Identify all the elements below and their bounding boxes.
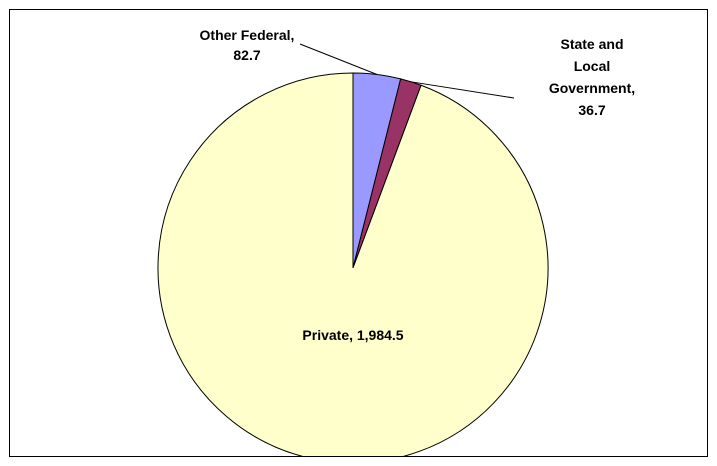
slice-label-line: 36.7 [578, 102, 605, 118]
chart-frame: Other Federal, 82.7 State and Local Governme… [9, 9, 708, 457]
pie-chart: Other Federal, 82.7 State and Local Governme… [157, 27, 635, 456]
slice-label-line: State and [560, 36, 623, 52]
pie-slice-private [157, 72, 549, 456]
slice-label-other-federal: Other Federal, 82.7 [200, 27, 295, 63]
slice-label-line: Other Federal, [200, 27, 295, 43]
slice-label-state-and-local-government: State and Local Government, 36.7 [549, 36, 635, 118]
slice-label-line: Local [574, 58, 611, 74]
slice-label-line: Private, 1,984.5 [302, 327, 403, 343]
leader-line-other-federal [299, 43, 378, 75]
slice-label-private: Private, 1,984.5 [302, 327, 403, 343]
slice-label-line: 82.7 [233, 47, 260, 63]
leader-line-state-and-local-government [410, 81, 515, 99]
slice-label-line: Government, [549, 80, 635, 96]
